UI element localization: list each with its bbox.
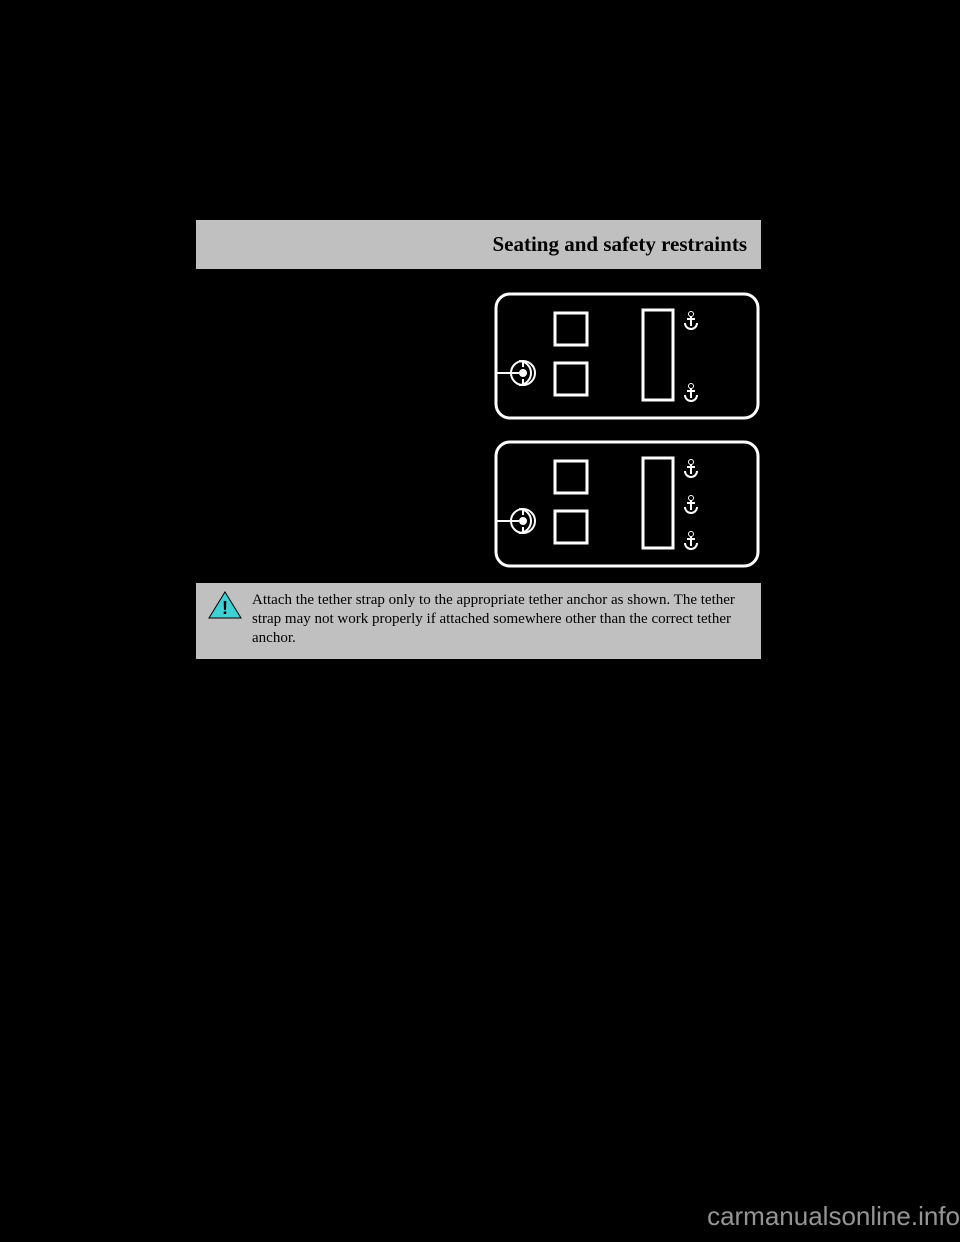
page-content: Seating and safety restraints — [196, 220, 761, 659]
seat-layout-diagram-2-anchor — [493, 291, 761, 421]
seat-layout-diagram-3-anchor — [493, 439, 761, 569]
watermark: carmanualsonline.info — [707, 1201, 960, 1232]
section-title: Seating and safety restraints — [492, 232, 747, 256]
warning-box: ! Attach the tether strap only to the ap… — [196, 583, 761, 659]
section-header: Seating and safety restraints — [196, 220, 761, 269]
warning-text: Attach the tether strap only to the appr… — [252, 591, 749, 647]
diagram-area — [196, 291, 761, 569]
svg-text:!: ! — [222, 598, 228, 618]
warning-icon: ! — [208, 591, 242, 619]
